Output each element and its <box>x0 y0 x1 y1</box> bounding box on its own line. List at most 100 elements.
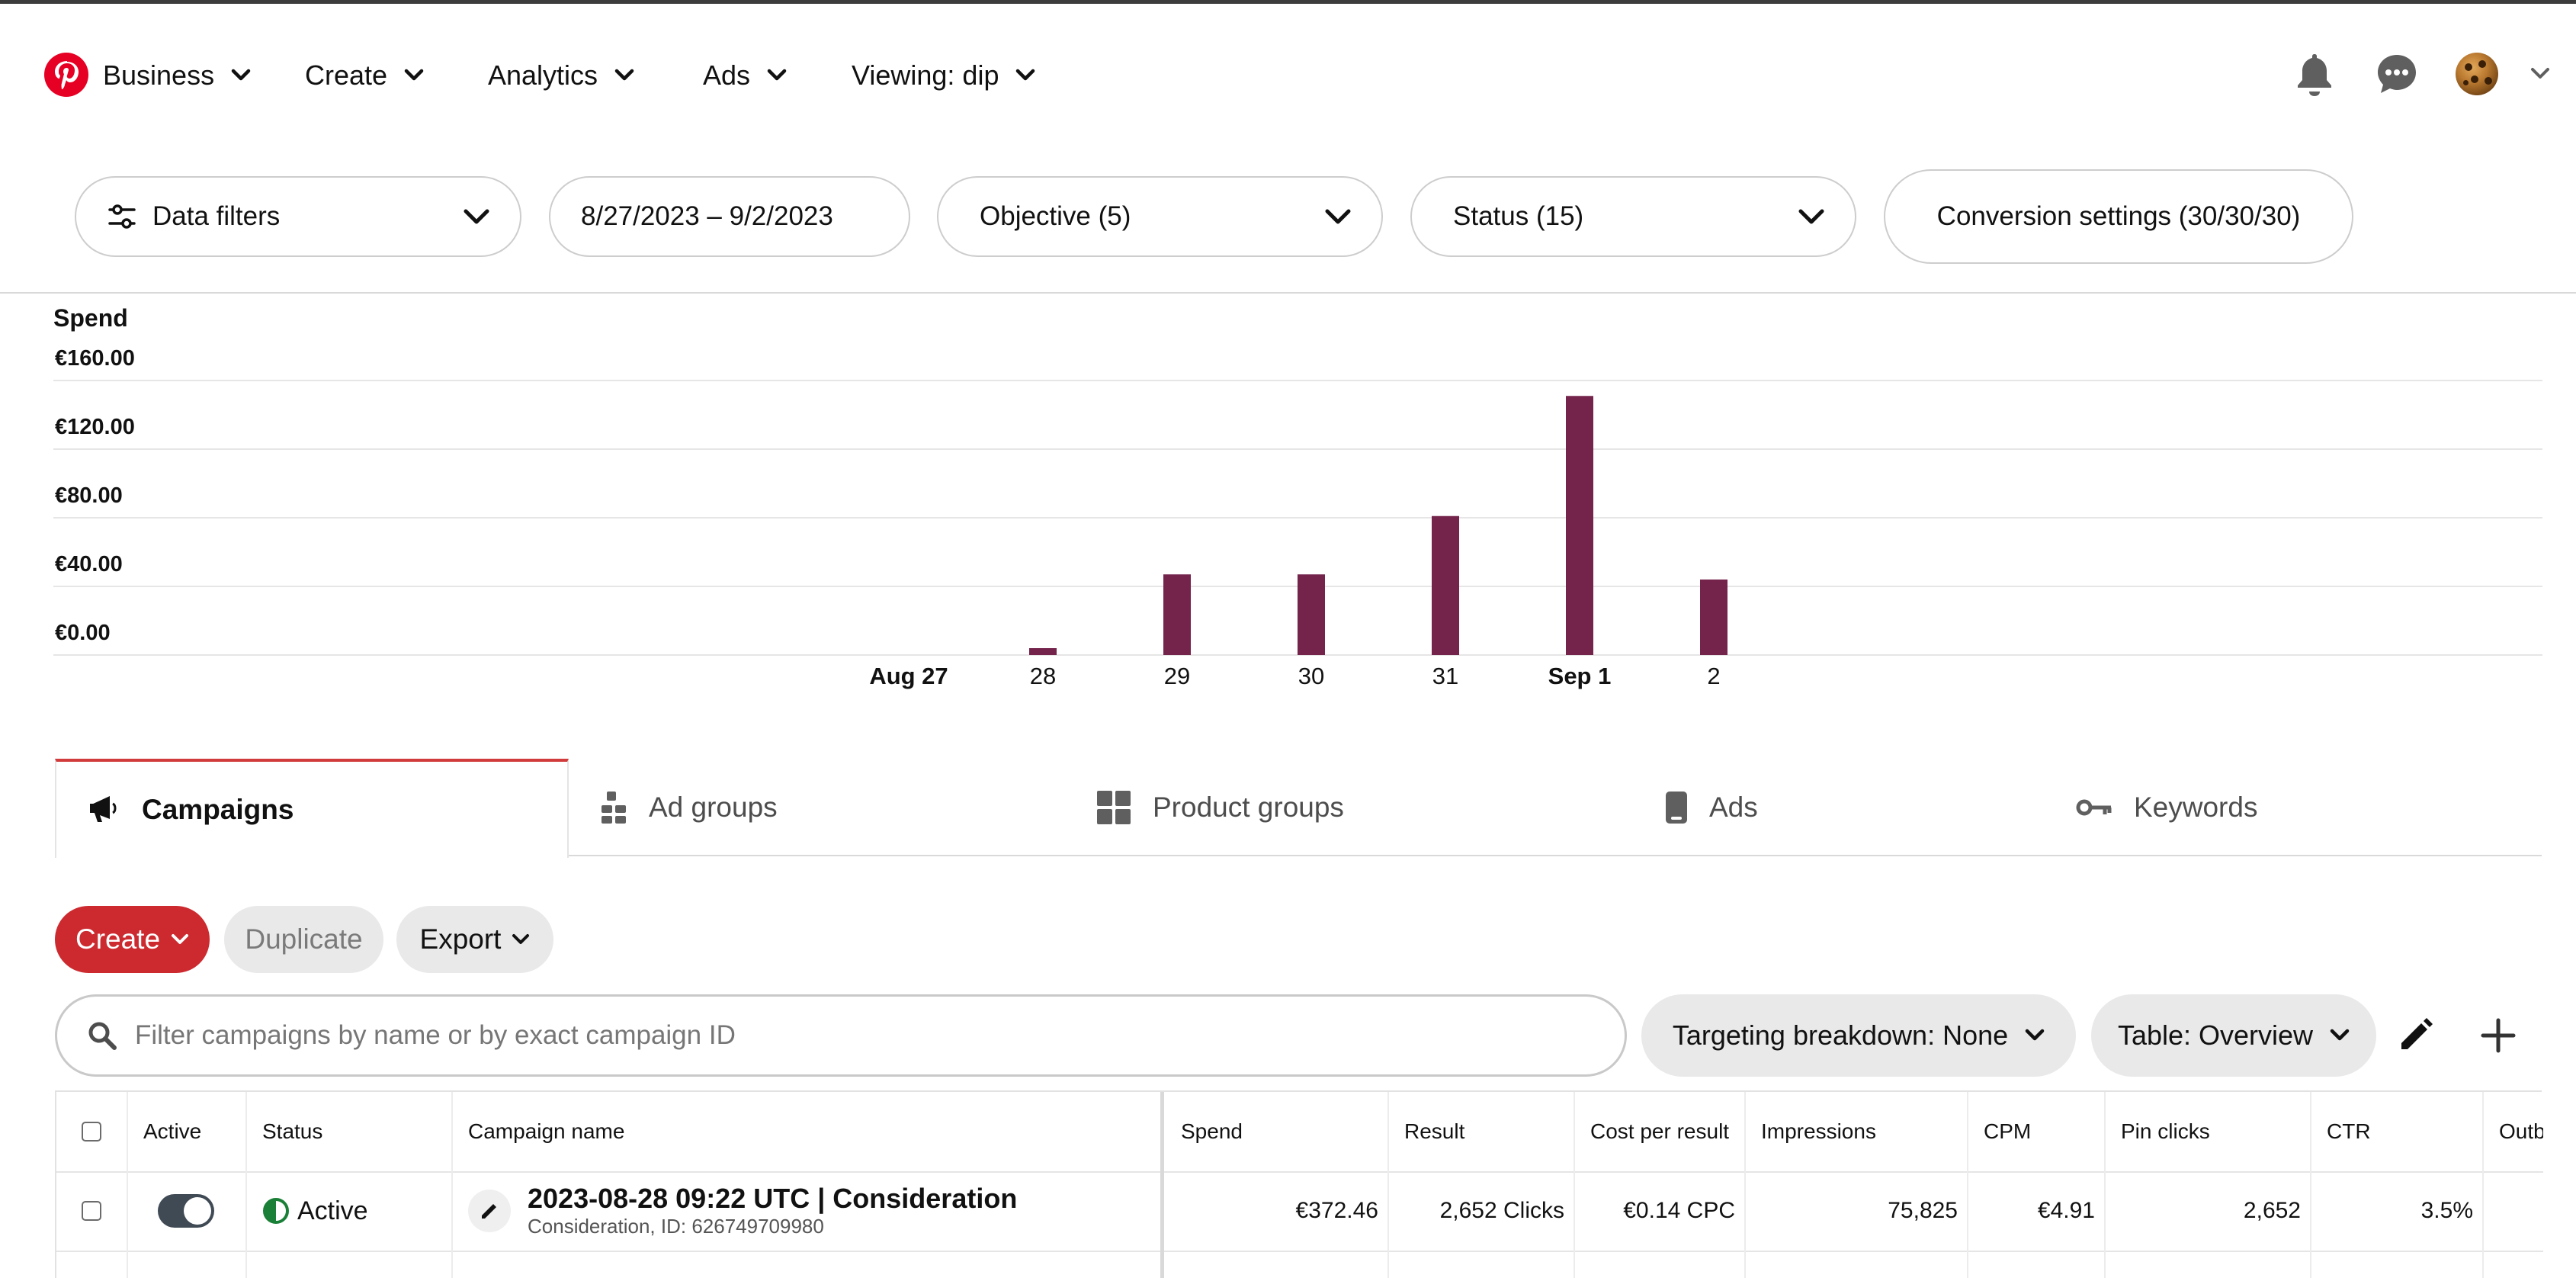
header-outbound[interactable]: Outb <box>2499 1119 2543 1143</box>
messages-icon[interactable] <box>2372 50 2421 98</box>
edit-campaign-pencil-icon[interactable] <box>468 1190 511 1232</box>
account-menu-chevron-icon[interactable] <box>2516 50 2565 98</box>
table-view-dropdown[interactable]: Table: Overview <box>2091 994 2376 1077</box>
y-tick-label: €120.00 <box>55 415 135 439</box>
tab-product-groups-label: Product groups <box>1153 792 1344 823</box>
tab-ad-groups[interactable]: Ad groups <box>600 759 778 856</box>
chart-bar <box>1700 580 1727 655</box>
tab-ad-groups-label: Ad groups <box>649 792 778 823</box>
nav-create[interactable]: Create <box>305 51 424 100</box>
active-toggle[interactable] <box>158 1194 214 1228</box>
data-filters-dropdown[interactable]: Data filters <box>75 176 521 257</box>
header-ctr[interactable]: CTR <box>2327 1119 2371 1143</box>
header-status[interactable]: Status <box>262 1119 323 1143</box>
x-tick-label: 30 <box>1298 663 1324 689</box>
top-navigation: Business Create Analytics Ads Viewing: d… <box>0 4 2576 141</box>
header-spend[interactable]: Spend <box>1181 1119 1243 1143</box>
nav-analytics[interactable]: Analytics <box>488 51 634 100</box>
header-result[interactable]: Result <box>1404 1119 1465 1143</box>
column-divider <box>2104 1092 2106 1278</box>
nav-analytics-label: Analytics <box>488 59 598 91</box>
chart-bar <box>1029 648 1057 655</box>
chevron-down-icon <box>1325 208 1351 225</box>
status-label: Status (15) <box>1453 201 1584 231</box>
header-cpm[interactable]: CPM <box>1984 1119 2032 1143</box>
chevron-down-icon <box>464 208 489 225</box>
search-icon <box>88 1021 117 1050</box>
chevron-down-icon <box>171 933 189 946</box>
conversion-settings-button[interactable]: Conversion settings (30/30/30) <box>1884 169 2353 264</box>
targeting-breakdown-dropdown[interactable]: Targeting breakdown: None <box>1641 994 2076 1077</box>
column-divider <box>1387 1092 1389 1278</box>
ctr-value: 3.5% <box>2420 1198 2473 1223</box>
header-active[interactable]: Active <box>143 1119 202 1143</box>
pinterest-logo-icon[interactable] <box>44 53 88 97</box>
status-half-circle-icon <box>262 1197 290 1225</box>
targeting-breakdown-label: Targeting breakdown: None <box>1672 1020 2009 1051</box>
y-tick-label: €40.00 <box>55 552 123 576</box>
chevron-down-icon <box>1015 69 1035 82</box>
grid-icon <box>1096 790 1131 825</box>
header-cost-per-result[interactable]: Cost per result <box>1590 1119 1730 1143</box>
bell-icon[interactable] <box>2290 50 2339 98</box>
table-header-divider <box>56 1171 2543 1173</box>
nav-viewing-label: Viewing: dip <box>852 59 999 91</box>
duplicate-button[interactable]: Duplicate <box>224 906 383 973</box>
chevron-down-icon <box>1798 208 1824 225</box>
edit-columns-pencil-icon[interactable] <box>2391 1011 2440 1060</box>
campaign-subtitle: Consideration, ID: 626749709980 <box>528 1215 824 1238</box>
key-icon <box>2076 796 2112 819</box>
date-range-label: 8/27/2023 – 9/2/2023 <box>581 201 833 231</box>
spend-chart: Spend €0.00 €40.00 €80.00 €120.00 €160.00 Aug… <box>53 301 2542 698</box>
nav-business-label: Business <box>103 59 215 91</box>
nav-create-label: Create <box>305 59 388 91</box>
campaign-name-link[interactable]: 2023-08-28 09:22 UTC | Consideration <box>528 1183 1018 1214</box>
data-filters-label: Data filters <box>152 201 281 231</box>
y-tick-label: €160.00 <box>55 346 135 371</box>
objective-label: Objective (5) <box>980 201 1131 231</box>
tab-campaigns[interactable]: Campaigns <box>55 759 569 858</box>
x-tick-label: 29 <box>1164 663 1190 689</box>
create-button[interactable]: Create <box>55 906 210 973</box>
add-icon[interactable] <box>2474 1011 2523 1060</box>
chevron-down-icon <box>767 69 787 82</box>
entity-tabs: Campaigns Ad groups Product groups Ads K… <box>55 759 2542 858</box>
status-dropdown[interactable]: Status (15) <box>1410 176 1856 257</box>
select-all-cell <box>56 1092 127 1171</box>
avatar[interactable] <box>2456 53 2498 95</box>
spend-value: €372.46 <box>1295 1198 1378 1223</box>
tab-ads[interactable]: Ads <box>1665 759 1758 856</box>
chart-bar <box>1432 515 1459 655</box>
y-tick-label: €80.00 <box>55 483 123 508</box>
header-campaign-name[interactable]: Campaign name <box>468 1119 625 1143</box>
objective-dropdown[interactable]: Objective (5) <box>937 176 1383 257</box>
chevron-down-icon <box>404 69 424 82</box>
table-view-label: Table: Overview <box>2117 1020 2314 1051</box>
header-impressions[interactable]: Impressions <box>1761 1119 1876 1143</box>
tab-product-groups[interactable]: Product groups <box>1096 759 1344 856</box>
column-divider <box>1967 1092 1968 1278</box>
select-all-checkbox[interactable] <box>82 1122 101 1142</box>
phone-icon <box>1665 791 1688 824</box>
chevron-down-icon <box>231 69 251 82</box>
chevron-down-icon <box>614 69 634 82</box>
sliders-icon <box>107 204 137 230</box>
date-range-picker[interactable]: 8/27/2023 – 9/2/2023 <box>549 176 910 257</box>
duplicate-button-label: Duplicate <box>245 923 363 955</box>
impressions-value: 75,825 <box>1888 1198 1958 1223</box>
nav-viewing-account[interactable]: Viewing: dip <box>852 51 1035 100</box>
ad-groups-icon <box>600 790 627 825</box>
chart-title: Spend <box>53 304 128 332</box>
export-button[interactable]: Export <box>396 906 553 973</box>
header-pin-clicks[interactable]: Pin clicks <box>2121 1119 2210 1143</box>
row-select-cell <box>56 1171 127 1251</box>
column-divider <box>245 1092 247 1278</box>
column-divider <box>1574 1092 1575 1278</box>
row-checkbox[interactable] <box>82 1201 101 1221</box>
campaign-search-input[interactable] <box>135 1020 1583 1051</box>
x-tick-label: 28 <box>1030 663 1056 689</box>
nav-ads[interactable]: Ads <box>703 51 787 100</box>
tab-keywords[interactable]: Keywords <box>2076 759 2257 856</box>
nav-business[interactable]: Business <box>103 51 251 100</box>
chevron-down-icon <box>2330 1029 2350 1042</box>
